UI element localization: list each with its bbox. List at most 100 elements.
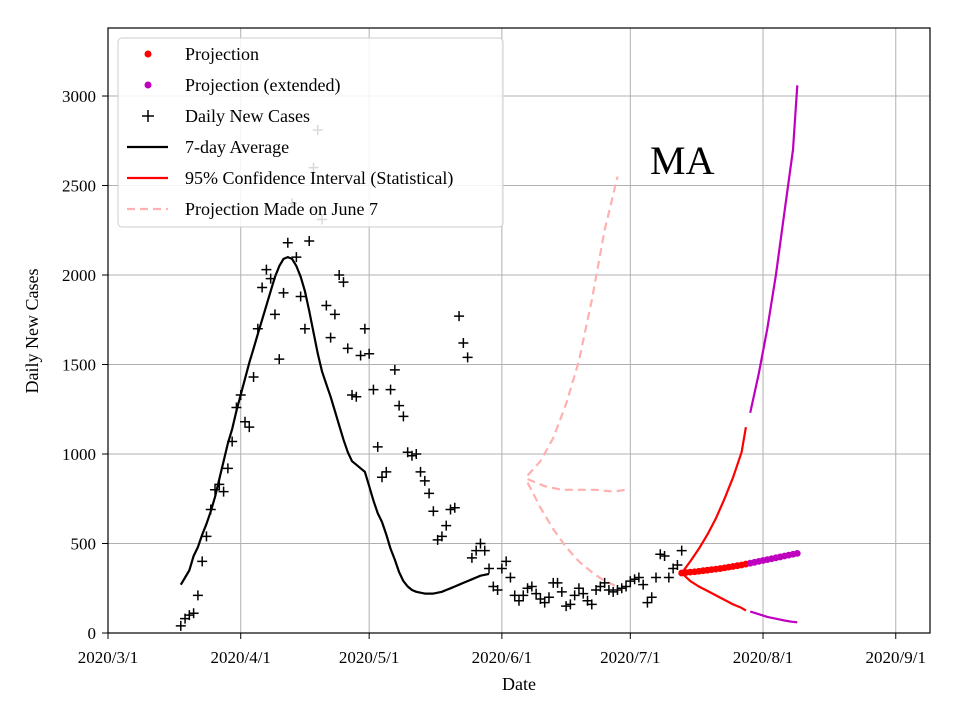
legend-marker-projection <box>144 50 152 58</box>
data-point-daily-new-cases <box>394 400 405 411</box>
data-point-daily-new-cases <box>655 549 666 560</box>
data-point-daily-new-cases <box>621 581 632 592</box>
data-point-daily-new-cases <box>381 466 392 477</box>
data-point-daily-new-cases <box>406 450 417 461</box>
data-point-daily-new-cases <box>436 531 447 542</box>
annotation-state-label: MA <box>650 138 715 183</box>
data-point-daily-new-cases <box>586 599 597 610</box>
x-tick-label: 2020/5/1 <box>339 648 399 667</box>
data-point-daily-new-cases <box>676 545 687 556</box>
x-ticks: 2020/3/1 2020/4/1 2020/5/1 2020/6/1 2020/7/1… <box>78 633 926 667</box>
series-line-projection-made-on-june-7-upper <box>526 176 619 477</box>
data-point-daily-new-cases <box>321 300 332 311</box>
data-point-daily-new-cases <box>205 504 216 515</box>
data-point-daily-new-cases <box>625 576 636 587</box>
data-point-daily-new-cases <box>218 486 229 497</box>
data-point-daily-new-cases <box>291 252 302 263</box>
data-point-daily-new-cases <box>257 282 268 293</box>
data-point-daily-new-cases <box>552 577 563 588</box>
x-axis-label: Date <box>502 674 536 694</box>
data-point-daily-new-cases <box>227 436 238 447</box>
data-point-daily-new-cases <box>466 552 477 563</box>
data-point-daily-new-cases <box>175 620 186 631</box>
series-line-95-ci-upper <box>680 427 747 574</box>
y-tick-label: 2000 <box>62 266 96 285</box>
legend-label-95-confidence-interval-statistical: 95% Confidence Interval (Statistical) <box>185 168 453 189</box>
data-point-daily-new-cases <box>419 475 430 486</box>
data-point-daily-new-cases <box>543 592 554 603</box>
data-point-daily-new-cases <box>522 583 533 594</box>
y-tick-label: 2500 <box>62 177 96 196</box>
data-point-daily-new-cases <box>347 389 358 400</box>
data-point-daily-new-cases <box>633 572 644 583</box>
x-tick-label: 2020/9/1 <box>866 648 926 667</box>
data-point-daily-new-cases <box>282 237 293 248</box>
plot-frame <box>107 27 931 634</box>
data-point-daily-new-cases <box>210 484 221 495</box>
y-tick-label: 500 <box>71 535 97 554</box>
data-point-daily-new-cases <box>192 590 203 601</box>
data-point-daily-new-cases <box>663 572 674 583</box>
y-axis-label: Daily New Cases <box>22 269 42 394</box>
data-point-daily-new-cases <box>325 332 336 343</box>
data-point-daily-new-cases <box>616 583 627 594</box>
data-point-daily-new-cases <box>449 502 460 513</box>
data-point-daily-new-cases <box>299 323 310 334</box>
series-line-95-ci-lower <box>680 572 747 612</box>
data-point-daily-new-cases <box>385 384 396 395</box>
data-point-daily-new-cases <box>359 323 370 334</box>
data-point-daily-new-cases <box>475 538 486 549</box>
data-point-daily-new-cases <box>659 551 670 562</box>
y-tick-label: 0 <box>88 624 97 643</box>
data-point-daily-new-cases <box>415 466 426 477</box>
data-point-daily-new-cases <box>642 597 653 608</box>
data-point-daily-new-cases <box>197 556 208 567</box>
data-point-daily-new-cases <box>462 352 473 363</box>
data-point-daily-new-cases <box>612 585 623 596</box>
data-point-daily-new-cases <box>398 411 409 422</box>
series-line-projection-made-on-june-7-lower <box>526 482 618 588</box>
x-tick-label: 2020/4/1 <box>210 648 270 667</box>
data-point-daily-new-cases <box>505 572 516 583</box>
series-line-7-day-average <box>179 256 490 595</box>
data-point-daily-new-cases <box>518 590 529 601</box>
data-point-daily-new-cases <box>265 273 276 284</box>
data-point-daily-new-cases <box>261 264 272 275</box>
x-tick-label: 2020/7/1 <box>600 648 660 667</box>
data-point-daily-new-cases <box>428 506 439 517</box>
data-point-projection-extended <box>793 549 801 557</box>
data-point-daily-new-cases <box>672 559 683 570</box>
x-tick-label: 2020/3/1 <box>78 648 138 667</box>
data-point-daily-new-cases <box>651 572 661 583</box>
data-point-daily-new-cases <box>424 488 435 499</box>
data-point-daily-new-cases <box>334 270 345 281</box>
data-point-daily-new-cases <box>364 348 375 359</box>
legend-label-projection-made-on-june-7: Projection Made on June 7 <box>185 199 378 219</box>
data-point-daily-new-cases <box>372 441 383 452</box>
data-point-daily-new-cases <box>329 309 340 320</box>
data-point-daily-new-cases <box>411 449 422 460</box>
data-point-daily-new-cases <box>231 402 242 413</box>
data-point-daily-new-cases <box>184 610 195 621</box>
data-point-daily-new-cases <box>240 416 250 427</box>
data-point-daily-new-cases <box>492 585 503 596</box>
data-point-daily-new-cases <box>561 601 572 612</box>
legend-label-projection: Projection <box>185 44 259 64</box>
y-tick-label: 1000 <box>62 445 96 464</box>
data-point-daily-new-cases <box>355 350 366 361</box>
legend-label-daily-new-cases: Daily New Cases <box>185 106 310 126</box>
data-point-daily-new-cases <box>235 389 246 400</box>
data-point-daily-new-cases <box>441 520 452 531</box>
data-point-daily-new-cases <box>274 354 285 365</box>
data-point-daily-new-cases <box>454 311 465 322</box>
data-point-daily-new-cases <box>342 343 353 354</box>
data-point-daily-new-cases <box>526 581 537 592</box>
data-point-daily-new-cases <box>252 323 263 334</box>
data-point-daily-new-cases <box>501 556 512 567</box>
legend-marker-projection-extended <box>144 81 152 89</box>
data-point-daily-new-cases <box>269 309 280 320</box>
legend-label-7-day-average: 7-day Average <box>185 137 289 157</box>
legend-box <box>117 37 504 228</box>
data-point-daily-new-cases <box>599 577 610 588</box>
y-tick-label: 3000 <box>62 87 96 106</box>
